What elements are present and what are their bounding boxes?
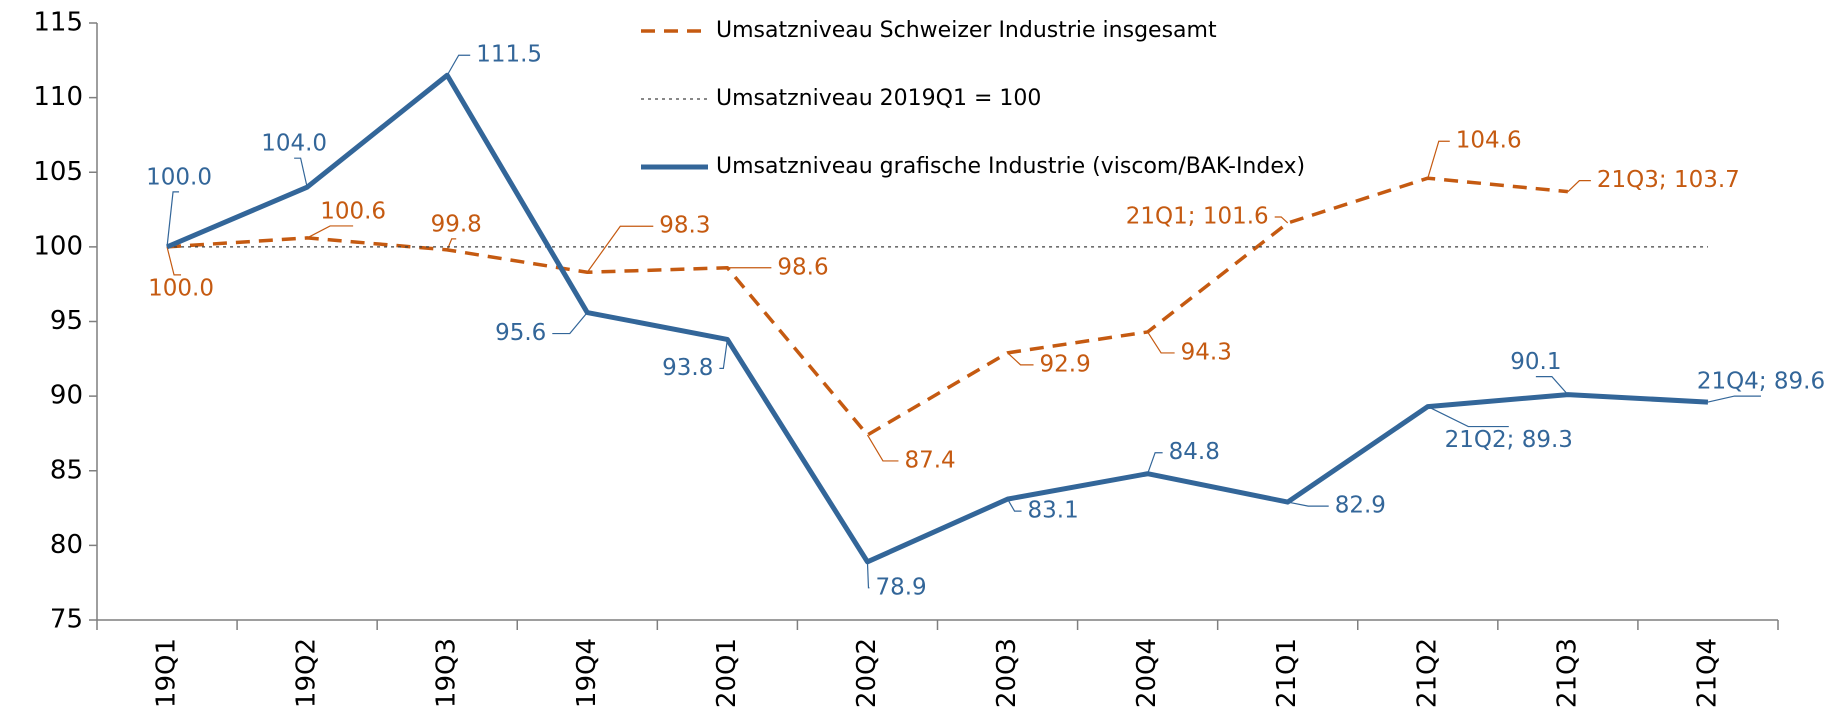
x-tick-label: 20Q2 <box>852 638 882 708</box>
y-tick-label: 85 <box>50 455 83 485</box>
leader-line <box>866 561 870 589</box>
x-tick-label: 20Q4 <box>1132 638 1162 708</box>
data-label: 21Q1; 101.6 <box>1126 203 1269 229</box>
leader-line <box>552 312 588 335</box>
x-tick-label: 21Q1 <box>1272 638 1302 708</box>
x-tick-label: 19Q3 <box>432 638 462 708</box>
leader-line <box>719 339 728 370</box>
x-tick-label: 21Q4 <box>1692 638 1722 708</box>
data-label: 95.6 <box>495 320 546 346</box>
data-label: 98.3 <box>659 213 710 239</box>
leader-line <box>1147 331 1175 354</box>
legend-label: Umsatzniveau Schweizer Industrie insgesa… <box>716 18 1217 43</box>
series-line <box>166 176 1569 437</box>
data-label: 90.1 <box>1510 349 1561 375</box>
data-label: 98.6 <box>777 254 828 280</box>
x-tick-label: 20Q3 <box>992 638 1022 708</box>
x-tick-label: 20Q1 <box>712 638 742 708</box>
y-tick-label: 110 <box>33 82 83 112</box>
series-line <box>166 72 1709 565</box>
data-label: 100.0 <box>148 275 214 301</box>
y-tick-label: 105 <box>33 157 83 187</box>
x-tick-label: 21Q2 <box>1412 638 1442 708</box>
leader-line <box>1274 216 1289 224</box>
y-tick-label: 95 <box>50 306 83 336</box>
leader-line <box>294 157 308 188</box>
y-tick-label: 115 <box>33 8 83 38</box>
data-label: 94.3 <box>1181 339 1232 365</box>
legend-label: Umsatzniveau 2019Q1 = 100 <box>716 86 1041 111</box>
x-tick-label: 19Q4 <box>572 638 602 708</box>
data-label: 78.9 <box>875 574 926 600</box>
data-label: 93.8 <box>662 355 713 381</box>
leader-line <box>1427 406 1509 428</box>
leader-line <box>1567 180 1591 193</box>
leader-line <box>446 238 457 251</box>
leader-line <box>1427 140 1450 179</box>
leader-line <box>1007 498 1022 512</box>
leader-line <box>866 434 899 462</box>
data-label: 87.4 <box>904 447 955 473</box>
data-label: 100.0 <box>146 164 212 190</box>
data-label: 21Q3; 103.7 <box>1597 167 1740 193</box>
data-label: 111.5 <box>476 42 542 68</box>
leader-line <box>586 225 654 273</box>
leader-line <box>306 225 354 239</box>
y-tick-label: 75 <box>50 605 83 635</box>
data-label: 92.9 <box>1040 351 1091 377</box>
data-label: 82.9 <box>1335 493 1386 519</box>
leader-line <box>166 191 180 247</box>
data-label: 83.1 <box>1028 498 1079 524</box>
y-tick-label: 80 <box>50 530 83 560</box>
leader-line <box>1287 501 1329 507</box>
data-label: 21Q2; 89.3 <box>1445 427 1573 453</box>
leader-line <box>1707 395 1761 403</box>
data-label: 104.6 <box>1456 128 1522 154</box>
x-tick-label: 21Q3 <box>1552 638 1582 708</box>
leader-line <box>1007 352 1034 366</box>
data-label: 104.0 <box>261 131 327 157</box>
legend-label: Umsatzniveau grafische Industrie (viscom… <box>716 154 1305 179</box>
data-label: 84.8 <box>1169 439 1220 465</box>
y-tick-label: 100 <box>33 231 83 261</box>
x-tick-label: 19Q2 <box>292 638 322 708</box>
data-label: 99.8 <box>431 211 482 237</box>
leader-line <box>446 54 471 76</box>
x-tick-label: 19Q1 <box>152 638 182 708</box>
leader-line <box>1147 452 1163 474</box>
y-tick-label: 90 <box>50 381 83 411</box>
leader-line <box>166 246 182 276</box>
data-label: 21Q4; 89.6 <box>1697 369 1825 395</box>
leader-line <box>1535 376 1569 396</box>
data-label: 100.6 <box>320 198 386 224</box>
